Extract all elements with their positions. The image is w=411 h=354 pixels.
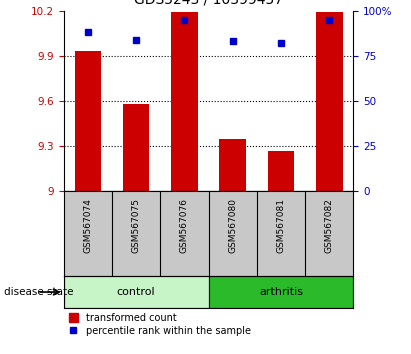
- Text: GSM567082: GSM567082: [325, 198, 334, 253]
- Bar: [209, 276, 353, 308]
- Text: GSM567076: GSM567076: [180, 198, 189, 253]
- Bar: [64, 276, 208, 308]
- Bar: [123, 104, 150, 191]
- Text: GSM567074: GSM567074: [83, 198, 92, 253]
- Text: GSM567081: GSM567081: [277, 198, 286, 253]
- Bar: [74, 51, 101, 191]
- Text: arthritis: arthritis: [259, 287, 303, 297]
- Bar: [219, 138, 246, 191]
- Bar: [171, 12, 198, 191]
- Text: disease state: disease state: [4, 287, 74, 297]
- Text: GSM567080: GSM567080: [228, 198, 237, 253]
- Title: GDS5243 / 10399457: GDS5243 / 10399457: [134, 0, 283, 7]
- Bar: [316, 12, 343, 191]
- Text: control: control: [117, 287, 155, 297]
- Text: GSM567075: GSM567075: [132, 198, 141, 253]
- Legend: transformed count, percentile rank within the sample: transformed count, percentile rank withi…: [69, 313, 251, 336]
- Bar: [268, 150, 294, 191]
